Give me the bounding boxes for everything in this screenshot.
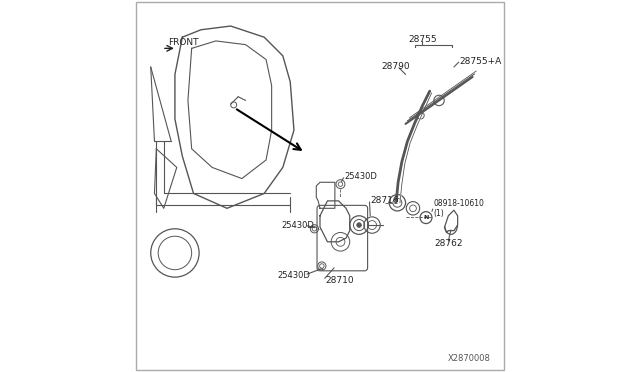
Circle shape <box>357 223 362 227</box>
Text: X2870008: X2870008 <box>448 355 491 363</box>
Text: 28710: 28710 <box>326 276 354 285</box>
Text: FRONT: FRONT <box>168 38 199 46</box>
Text: 28755: 28755 <box>408 35 436 44</box>
Text: 25430D: 25430D <box>344 172 377 181</box>
Text: 25430D: 25430D <box>281 221 314 230</box>
Text: 28790: 28790 <box>381 62 410 71</box>
Text: 28762: 28762 <box>434 239 463 248</box>
Text: 25430D: 25430D <box>277 271 310 280</box>
FancyBboxPatch shape <box>136 2 504 370</box>
FancyBboxPatch shape <box>317 205 367 271</box>
Text: N: N <box>423 215 429 220</box>
Text: 28755+A: 28755+A <box>460 57 502 66</box>
Text: 28716: 28716 <box>370 196 399 205</box>
Text: 08918-10610
(1): 08918-10610 (1) <box>433 199 484 218</box>
